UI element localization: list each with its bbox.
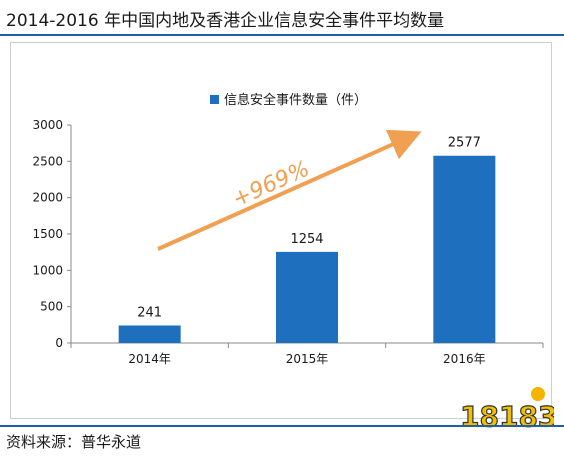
growth-annotation: +969% — [229, 157, 313, 213]
y-tick-label: 0 — [55, 336, 63, 350]
legend-swatch — [210, 95, 219, 104]
data-label-1: 241 — [137, 305, 162, 320]
source-note: 资料来源：普华永道 — [6, 433, 142, 451]
growth-arrow — [157, 129, 422, 251]
footer-bar: 资料来源：普华永道 — [0, 425, 564, 457]
legend-label: 信息安全事件数量（件） — [224, 92, 367, 108]
y-tick-label: 2500 — [32, 154, 63, 168]
bar-3 — [433, 155, 496, 343]
x-tick-label: 2015年 — [286, 352, 329, 366]
x-tick-label: 2016年 — [443, 352, 486, 366]
chart-title: 2014-2016 年中国内地及香港企业信息安全事件平均数量 — [6, 11, 445, 31]
y-tick-label: 1000 — [32, 263, 63, 277]
y-tick-label: 3000 — [32, 118, 63, 132]
logo-text: 18183 — [460, 400, 554, 433]
bar-2 — [276, 251, 338, 343]
chart-panel: 信息安全事件数量（件） 0 500 1000 1500 2000 2500 3000 201… — [10, 42, 552, 419]
bar-1 — [118, 325, 181, 343]
data-label-2: 1254 — [290, 232, 323, 247]
title-bar: 2014-2016 年中国内地及香港企业信息安全事件平均数量 — [0, 0, 564, 36]
site-logo: 18183 — [459, 387, 554, 434]
x-axis-ticks: 2014年 2015年 2016年 — [70, 343, 544, 366]
bars-group: 241 1254 2577 — [118, 136, 496, 343]
bar-chart: 信息安全事件数量（件） 0 500 1000 1500 2000 2500 3000 201… — [32, 92, 544, 366]
y-axis-ticks: 0 500 1000 1500 2000 2500 3000 — [32, 118, 71, 350]
data-label-3: 2577 — [448, 136, 481, 151]
logo-sun-icon — [531, 387, 545, 401]
y-tick-label: 2000 — [32, 191, 63, 205]
x-tick-label: 2014年 — [128, 352, 171, 366]
y-tick-label: 500 — [40, 300, 63, 314]
y-tick-label: 1500 — [32, 227, 63, 241]
